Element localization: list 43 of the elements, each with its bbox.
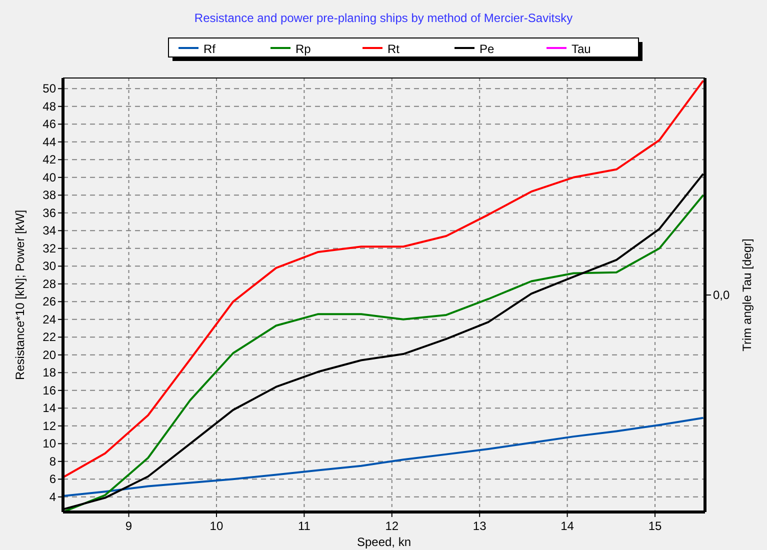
y2-axis-title: Trim angle Tau [degr] xyxy=(740,238,754,352)
y-tick-label: 14 xyxy=(42,401,56,416)
x-tick-label: 10 xyxy=(210,519,224,533)
y-tick-label: 44 xyxy=(42,134,56,149)
x-axis-title: Speed, kn xyxy=(356,535,412,549)
y-tick-label: 20 xyxy=(42,348,56,362)
y-tick-label: 40 xyxy=(42,170,56,184)
y-tick-label: 16 xyxy=(42,383,56,398)
y-tick-label: 10 xyxy=(42,436,56,451)
y-tick-label: 30 xyxy=(42,259,56,274)
y-tick-label: 24 xyxy=(42,312,56,326)
y-tick-label: 22 xyxy=(42,330,56,344)
y-tick-label: 46 xyxy=(42,117,56,132)
y-tick-label: 34 xyxy=(42,224,56,238)
y-tick-label: 48 xyxy=(42,99,56,114)
y-tick-label: 28 xyxy=(42,276,56,291)
y-tick-label: 32 xyxy=(42,241,56,256)
text: 0,0 xyxy=(713,288,730,302)
x-tick-label: 11 xyxy=(298,519,311,533)
x-tick-label: 12 xyxy=(385,519,399,533)
y-tick-label: 50 xyxy=(42,82,56,96)
legend-label: Rt xyxy=(388,42,400,56)
y-tick-label: 6 xyxy=(49,472,56,486)
y-tick-label: 26 xyxy=(42,294,56,309)
x-tick-label: 9 xyxy=(125,519,132,533)
legend-label: Pe xyxy=(480,42,495,56)
x-tick-label: 13 xyxy=(472,519,487,533)
y-tick-label: 38 xyxy=(42,188,56,202)
y-tick-label: 42 xyxy=(42,152,56,167)
x-tick-label: 15 xyxy=(648,519,662,533)
y-tick-label: 18 xyxy=(42,366,56,380)
y-axis-title: Resistance*10 [kN]; Power [kW] xyxy=(13,210,27,380)
line-series xyxy=(62,80,704,478)
line-series xyxy=(62,416,704,498)
x-tick-label: 14 xyxy=(560,519,574,533)
legend-label: Rf xyxy=(204,42,216,56)
y-tick-label: 36 xyxy=(42,206,56,220)
chart-title: Resistance and power pre-planing ships by method of Mercier-Savitsky xyxy=(194,11,573,25)
legend-label: Rp xyxy=(296,42,312,56)
legend-label: Tau xyxy=(572,42,591,56)
y-tick-label: 4 xyxy=(49,490,56,504)
y-tick-label: 8 xyxy=(49,454,56,468)
y-tick-label: 12 xyxy=(42,418,56,433)
